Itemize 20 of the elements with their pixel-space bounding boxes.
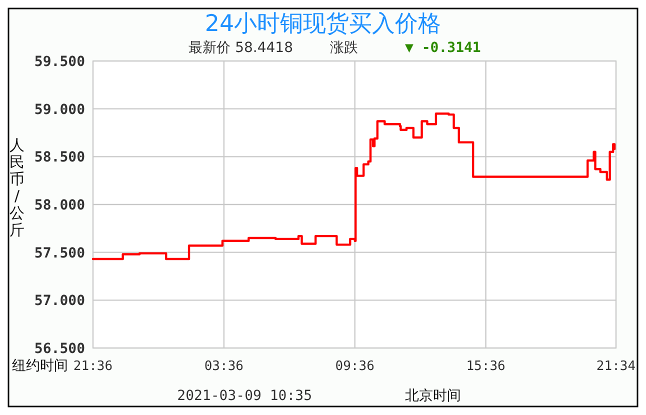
y-tick-label: 59.500: [34, 54, 85, 70]
x-tick-label: 15:36: [466, 359, 506, 374]
y-axis-title: 人民币/公斤: [10, 136, 24, 239]
x-axis-title: 纽约时间: [12, 358, 68, 374]
text: 2021-03-09 10:35: [177, 388, 312, 404]
y-tick-label: 59.000: [34, 102, 85, 118]
y-tick-label: 58.000: [34, 198, 85, 214]
y-tick-label: 58.500: [34, 150, 85, 166]
y-tick-label: 57.000: [34, 293, 85, 310]
x-tick-label: 21:36: [73, 359, 113, 374]
x-tick-label: 21:34: [596, 359, 636, 374]
x-tick-label: 03:36: [204, 359, 244, 374]
chart-subtitle: 最新价 58.4418: [188, 40, 293, 56]
x-tick-label: 09:36: [335, 359, 374, 374]
chart-title: 24小时铜现货买入价格: [204, 11, 442, 37]
text: 北京时间: [405, 388, 461, 404]
text: ▼ -0.3141: [405, 40, 481, 56]
text: 涨跌: [330, 40, 358, 56]
y-tick-label: 57.500: [34, 245, 85, 262]
y-tick-label: 56.500: [34, 341, 85, 357]
